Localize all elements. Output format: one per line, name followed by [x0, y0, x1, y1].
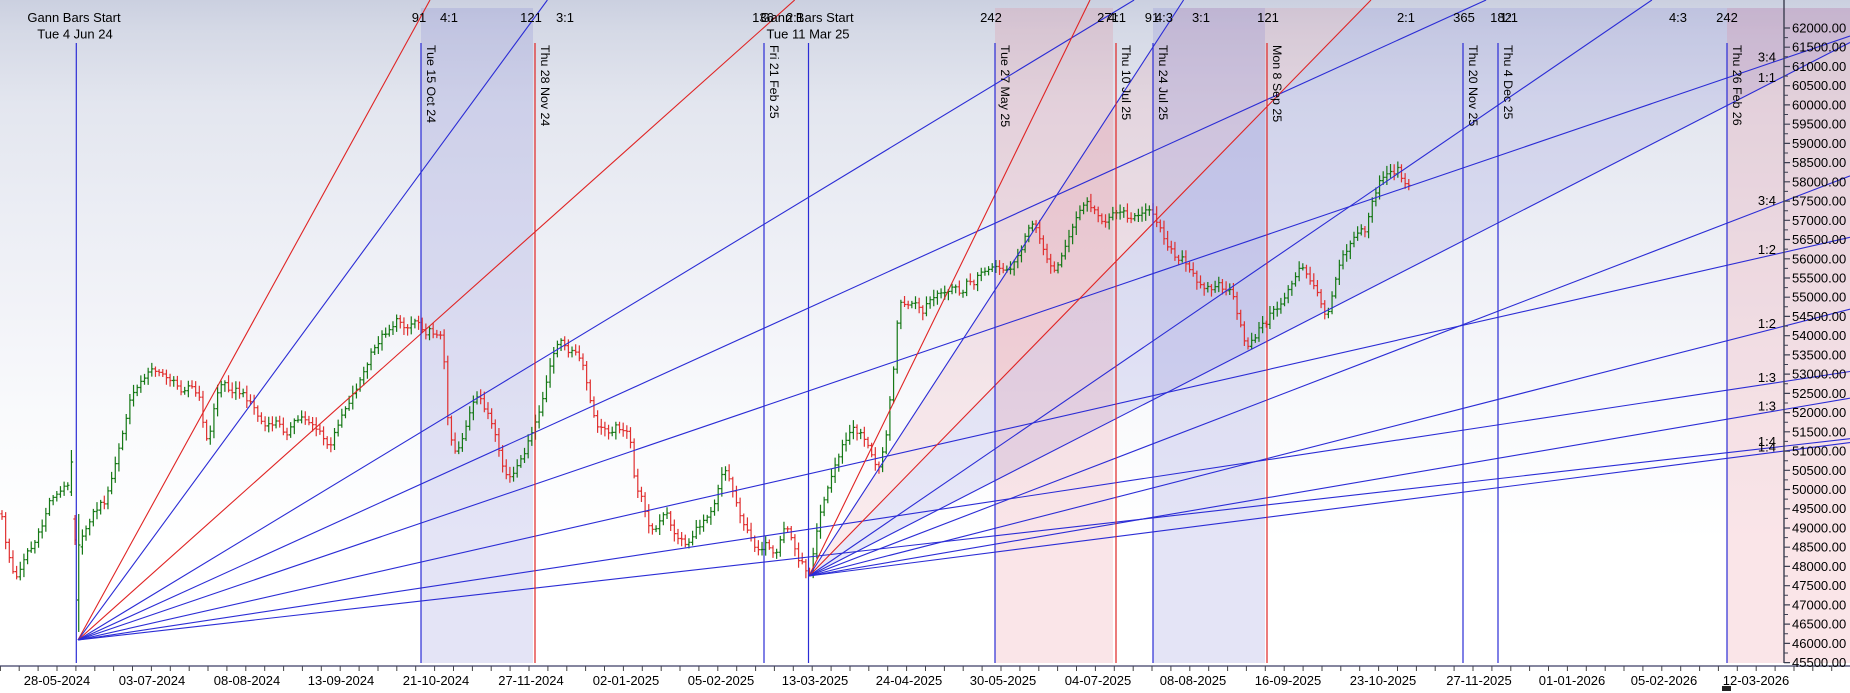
svg-text:60500.00: 60500.00 — [1792, 78, 1846, 93]
svg-text:Fri 21 Feb 25: Fri 21 Feb 25 — [767, 45, 781, 119]
svg-text:61000.00: 61000.00 — [1792, 59, 1846, 74]
svg-text:49000.00: 49000.00 — [1792, 521, 1846, 536]
svg-text:16-09-2025: 16-09-2025 — [1255, 673, 1322, 688]
svg-text:46500.00: 46500.00 — [1792, 617, 1846, 632]
svg-text:Tue 27 May 25: Tue 27 May 25 — [998, 45, 1012, 127]
svg-text:48000.00: 48000.00 — [1792, 559, 1846, 574]
svg-text:4:1: 4:1 — [440, 10, 458, 25]
svg-text:57500.00: 57500.00 — [1792, 194, 1846, 209]
svg-text:59500.00: 59500.00 — [1792, 117, 1846, 132]
svg-text:3:1: 3:1 — [556, 10, 574, 25]
svg-text:49500.00: 49500.00 — [1792, 501, 1846, 516]
svg-text:Tue 4 Jun 24: Tue 4 Jun 24 — [37, 27, 112, 42]
svg-text:03-07-2024: 03-07-2024 — [119, 673, 186, 688]
svg-text:2:1: 2:1 — [1397, 10, 1415, 25]
svg-text:02-01-2025: 02-01-2025 — [593, 673, 660, 688]
svg-text:05-02-2025: 05-02-2025 — [688, 673, 755, 688]
svg-text:52000.00: 52000.00 — [1792, 405, 1846, 420]
svg-text:1:1: 1:1 — [1758, 70, 1776, 85]
svg-text:01-01-2026: 01-01-2026 — [1539, 673, 1606, 688]
svg-text:52500.00: 52500.00 — [1792, 386, 1846, 401]
svg-text:13-03-2025: 13-03-2025 — [782, 673, 849, 688]
svg-text:59000.00: 59000.00 — [1792, 136, 1846, 151]
svg-text:91: 91 — [1145, 10, 1159, 25]
svg-text:3:1: 3:1 — [1192, 10, 1210, 25]
svg-text:05-02-2026: 05-02-2026 — [1631, 673, 1698, 688]
svg-text:242: 242 — [1716, 10, 1738, 25]
svg-text:Thu 4 Dec 25: Thu 4 Dec 25 — [1501, 45, 1515, 119]
svg-text:28-05-2024: 28-05-2024 — [24, 673, 91, 688]
svg-text:Thu 26 Feb 26: Thu 26 Feb 26 — [1730, 45, 1744, 126]
svg-text:136: 136 — [752, 10, 774, 25]
svg-text:91: 91 — [412, 10, 426, 25]
svg-text:Tue 15 Oct 24: Tue 15 Oct 24 — [424, 45, 438, 123]
svg-text:182: 182 — [1490, 10, 1512, 25]
svg-text:1:2: 1:2 — [1758, 316, 1776, 331]
svg-text:04-07-2025: 04-07-2025 — [1065, 673, 1132, 688]
svg-text:Tue 11 Mar 25: Tue 11 Mar 25 — [766, 27, 849, 42]
svg-text:55500.00: 55500.00 — [1792, 271, 1846, 286]
svg-text:53500.00: 53500.00 — [1792, 347, 1846, 362]
svg-text:12-03-2026: 12-03-2026 — [1723, 673, 1790, 688]
svg-text:4:1: 4:1 — [1108, 10, 1126, 25]
svg-text:Gann Bars Start: Gann Bars Start — [27, 10, 121, 25]
svg-text:51500.00: 51500.00 — [1792, 424, 1846, 439]
svg-text:21-10-2024: 21-10-2024 — [403, 673, 470, 688]
svg-text:08-08-2025: 08-08-2025 — [1160, 673, 1227, 688]
svg-text:45500.00: 45500.00 — [1792, 655, 1846, 670]
svg-text:Thu 28 Nov 24: Thu 28 Nov 24 — [538, 45, 552, 126]
svg-text:121: 121 — [1257, 10, 1279, 25]
svg-text:24-04-2025: 24-04-2025 — [876, 673, 943, 688]
svg-text:Thu 24 Jul 25: Thu 24 Jul 25 — [1156, 45, 1170, 120]
svg-text:1:4: 1:4 — [1758, 439, 1776, 454]
svg-text:4:3: 4:3 — [1669, 10, 1687, 25]
svg-text:58000.00: 58000.00 — [1792, 174, 1846, 189]
svg-text:62000.00: 62000.00 — [1792, 21, 1846, 36]
svg-text:Thu 10 Jul 25: Thu 10 Jul 25 — [1119, 45, 1133, 120]
svg-text:Gann Bars Start: Gann Bars Start — [760, 10, 854, 25]
svg-text:47500.00: 47500.00 — [1792, 578, 1846, 593]
svg-text:3:4: 3:4 — [1758, 193, 1776, 208]
svg-text:30-05-2025: 30-05-2025 — [970, 673, 1037, 688]
svg-text:365: 365 — [1453, 10, 1475, 25]
svg-text:50500.00: 50500.00 — [1792, 463, 1846, 478]
svg-text:1:4: 1:4 — [1758, 434, 1776, 449]
svg-text:46000.00: 46000.00 — [1792, 636, 1846, 651]
svg-text:47000.00: 47000.00 — [1792, 597, 1846, 612]
svg-text:Thu 20 Nov 25: Thu 20 Nov 25 — [1466, 45, 1480, 126]
svg-text:1:2: 1:2 — [1758, 242, 1776, 257]
svg-text:54500.00: 54500.00 — [1792, 309, 1846, 324]
svg-text:242: 242 — [980, 10, 1002, 25]
svg-text:50000.00: 50000.00 — [1792, 482, 1846, 497]
svg-text:1:1: 1:1 — [1500, 10, 1518, 25]
svg-text:55000.00: 55000.00 — [1792, 290, 1846, 305]
svg-text:2:1: 2:1 — [786, 10, 804, 25]
svg-text:54000.00: 54000.00 — [1792, 328, 1846, 343]
svg-text:58500.00: 58500.00 — [1792, 155, 1846, 170]
svg-text:57000.00: 57000.00 — [1792, 213, 1846, 228]
svg-text:1:3: 1:3 — [1758, 398, 1776, 413]
svg-text:1:3: 1:3 — [1758, 370, 1776, 385]
svg-text:60000.00: 60000.00 — [1792, 97, 1846, 112]
svg-text:271: 271 — [1097, 10, 1119, 25]
svg-text:13-09-2024: 13-09-2024 — [308, 673, 375, 688]
svg-text:08-08-2024: 08-08-2024 — [214, 673, 281, 688]
svg-text:121: 121 — [520, 10, 542, 25]
svg-text:23-10-2025: 23-10-2025 — [1350, 673, 1417, 688]
svg-text:3:4: 3:4 — [1758, 50, 1776, 65]
svg-text:61500.00: 61500.00 — [1792, 40, 1846, 55]
svg-text:56500.00: 56500.00 — [1792, 232, 1846, 247]
svg-text:27-11-2024: 27-11-2024 — [498, 673, 564, 688]
svg-text:51000.00: 51000.00 — [1792, 444, 1846, 459]
svg-text:48500.00: 48500.00 — [1792, 540, 1846, 555]
svg-text:53000.00: 53000.00 — [1792, 367, 1846, 382]
svg-text:Mon 8 Sep 25: Mon 8 Sep 25 — [1270, 45, 1284, 122]
svg-text:4:3: 4:3 — [1155, 10, 1173, 25]
svg-text:56000.00: 56000.00 — [1792, 251, 1846, 266]
svg-text:27-11-2025: 27-11-2025 — [1446, 673, 1512, 688]
